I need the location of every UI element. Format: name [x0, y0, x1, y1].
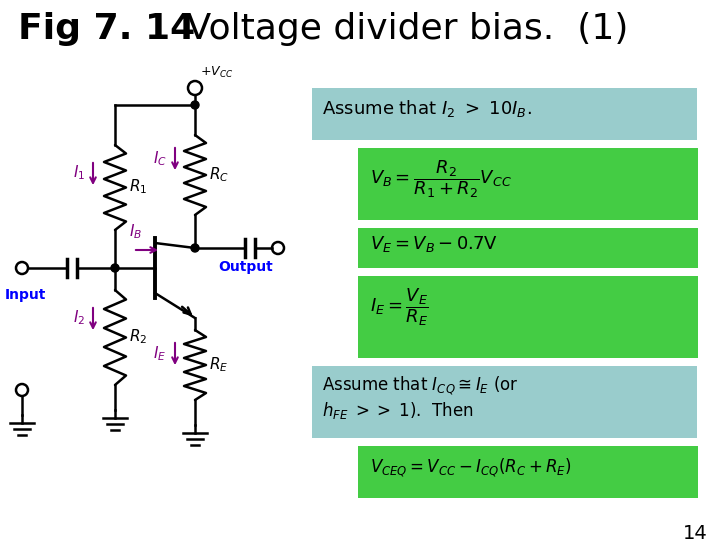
Text: $R_C$: $R_C$	[209, 166, 229, 184]
FancyBboxPatch shape	[358, 276, 698, 358]
Text: Assume that $I_2\ >\ 10I_B$.: Assume that $I_2\ >\ 10I_B$.	[322, 98, 532, 119]
Text: Voltage divider bias.  (1): Voltage divider bias. (1)	[175, 12, 629, 46]
Text: $V_E = V_B - 0.7\mathrm{V}$: $V_E = V_B - 0.7\mathrm{V}$	[370, 234, 498, 254]
Text: $I_B$: $I_B$	[129, 222, 142, 241]
Text: Output: Output	[218, 260, 273, 274]
Circle shape	[191, 244, 199, 252]
Text: $h_{FE}\ >>\ 1$).  Then: $h_{FE}\ >>\ 1$). Then	[322, 400, 474, 421]
Circle shape	[111, 264, 119, 272]
Text: $I_C$: $I_C$	[153, 149, 167, 168]
Circle shape	[191, 101, 199, 109]
Text: $I_E = \dfrac{V_E}{R_E}$: $I_E = \dfrac{V_E}{R_E}$	[370, 286, 429, 328]
FancyBboxPatch shape	[312, 366, 697, 438]
Text: Input: Input	[5, 288, 46, 302]
FancyBboxPatch shape	[358, 148, 698, 220]
Text: $R_2$: $R_2$	[129, 328, 148, 346]
FancyBboxPatch shape	[358, 446, 698, 498]
Text: $+V_{CC}$: $+V_{CC}$	[200, 65, 233, 80]
Text: 14: 14	[683, 524, 708, 540]
Text: $I_E$: $I_E$	[153, 344, 166, 363]
Text: $I_1$: $I_1$	[73, 163, 85, 181]
Text: Fig 7. 14: Fig 7. 14	[18, 12, 195, 46]
Text: $V_{CEQ} = V_{CC} - I_{CQ}(R_C + R_E)$: $V_{CEQ} = V_{CC} - I_{CQ}(R_C + R_E)$	[370, 456, 572, 478]
Text: $R_E$: $R_E$	[209, 356, 228, 374]
FancyBboxPatch shape	[312, 88, 697, 140]
Text: Assume that $I_{CQ} \cong I_E$ (or: Assume that $I_{CQ} \cong I_E$ (or	[322, 374, 518, 396]
FancyBboxPatch shape	[358, 228, 698, 268]
Text: $R_1$: $R_1$	[129, 178, 148, 197]
Text: $I_2$: $I_2$	[73, 308, 85, 327]
Text: $V_B = \dfrac{R_2}{R_1 + R_2}V_{CC}$: $V_B = \dfrac{R_2}{R_1 + R_2}V_{CC}$	[370, 158, 512, 200]
